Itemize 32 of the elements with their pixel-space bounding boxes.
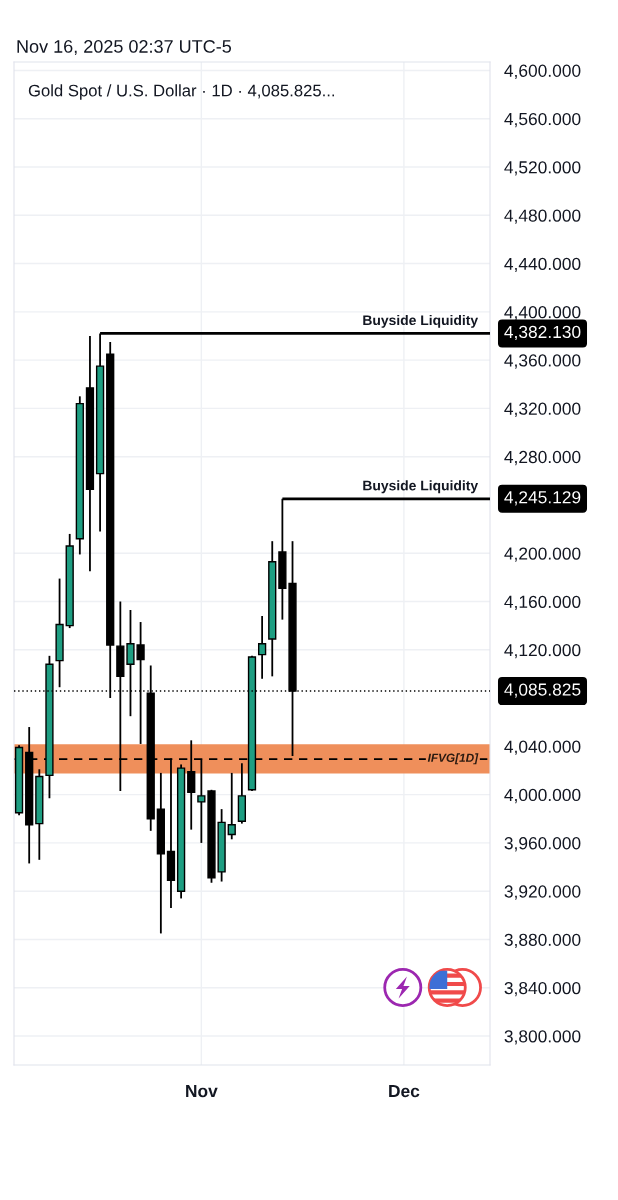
y-tick-label: 4,160.000 (504, 595, 581, 611)
y-tick-label: 3,800.000 (504, 1030, 581, 1045)
x-tick-label: Dec (389, 1085, 420, 1098)
chart-subtitle: Nov 16, 2025 02:37 UTC-5 (17, 40, 232, 55)
y-tick-label: 3,960.000 (504, 837, 581, 852)
y-tick-label: 3,920.000 (504, 885, 581, 900)
y-tick-label: 3,840.000 (504, 981, 581, 997)
candlestick (187, 739, 196, 831)
y-tick-label: 4,480.000 (504, 209, 581, 224)
y-tick-label: 4,320.000 (504, 402, 581, 417)
text: 4,245.129 (504, 491, 581, 506)
text: Gold Spot / U.S. Dollar · 1D · 4,085.825... (28, 84, 335, 100)
ref-line-label: Buyside Liquidity (363, 480, 479, 494)
x-tick-label: Nov (186, 1085, 218, 1098)
candlestick (257, 615, 267, 680)
y-tick-label: 4,200.000 (504, 547, 581, 562)
y-tick-label: 4,440.000 (504, 257, 581, 273)
y-tick-label: 4,520.000 (504, 161, 581, 176)
y-tick-label: 3,880.000 (504, 933, 581, 948)
y-tick-label: 4,360.000 (504, 354, 581, 369)
y-tick-label: 4,120.000 (504, 643, 581, 659)
text: 4,085.825 (504, 683, 581, 698)
y-tick-label: 4,040.000 (504, 740, 581, 755)
y-tick-label: 4,280.000 (504, 450, 581, 466)
candlestick (227, 772, 236, 841)
y-tick-label: 4,600.000 (504, 64, 581, 79)
band-label: IFVG[1D] (427, 753, 479, 765)
text: 4,382.130 (504, 325, 581, 341)
y-tick-label: 4,000.000 (504, 788, 581, 804)
ref-line-label: Buyside Liquidity (363, 314, 479, 328)
y-tick-label: 4,400.000 (504, 306, 581, 321)
y-tick-label: 4,560.000 (504, 112, 581, 128)
